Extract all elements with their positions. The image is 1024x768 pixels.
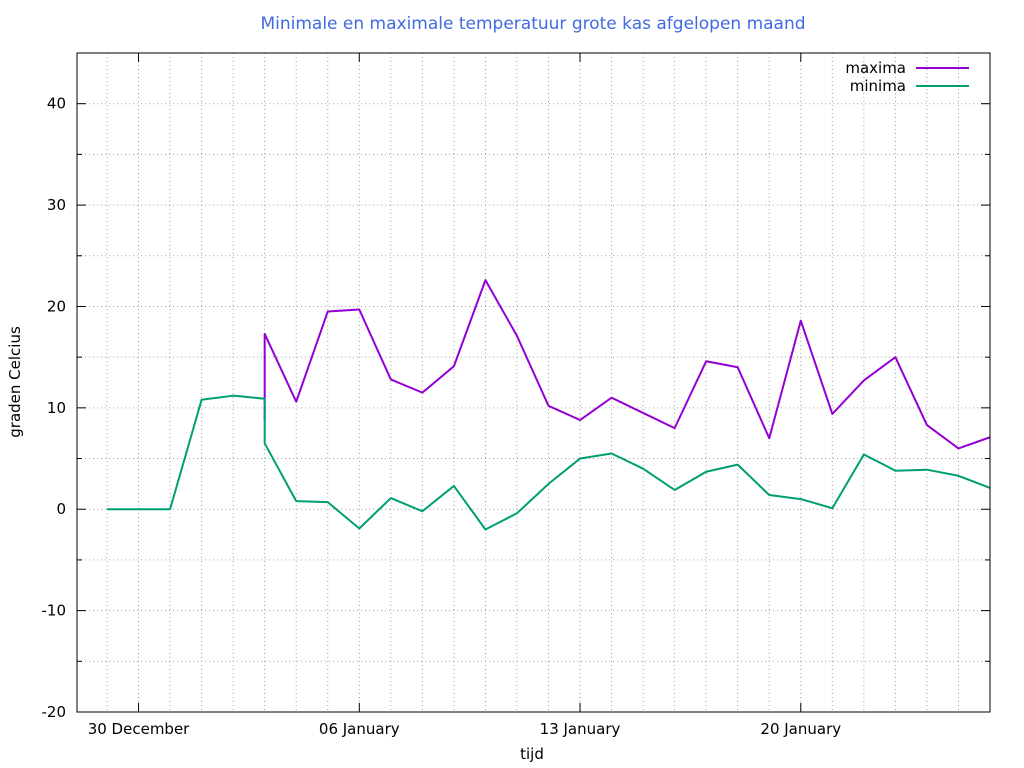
y-tick-label: 0 xyxy=(56,500,66,518)
grid-lines xyxy=(77,53,990,712)
y-tick-label: 40 xyxy=(47,95,66,113)
series-line-minima xyxy=(107,394,991,531)
y-tick-label: 10 xyxy=(47,399,66,417)
y-tick-label: 20 xyxy=(47,297,66,315)
series-lines xyxy=(107,279,991,531)
x-axis-label: tijd xyxy=(520,745,544,763)
series-line-maxima xyxy=(263,279,991,450)
x-tick-label: 30 December xyxy=(88,720,190,738)
chart-title: Minimale en maximale temperatuur grote k… xyxy=(260,14,805,34)
y-axis-label: graden Celcius xyxy=(6,326,24,438)
axis-ticks: -20 -10 0 10 20 30 40 30 December 06 January 13 J… xyxy=(42,53,990,738)
y-tick-label: -20 xyxy=(42,703,67,721)
y-tick-label: -10 xyxy=(42,602,67,620)
x-tick-label: 06 January xyxy=(319,720,400,738)
x-tick-label: 13 January xyxy=(540,720,621,738)
plot-border xyxy=(76,52,991,713)
legend-label-maxima: maxima xyxy=(845,59,906,77)
y-tick-label: 30 xyxy=(47,196,66,214)
x-tick-label: 20 January xyxy=(760,720,841,738)
legend-label-minima: minima xyxy=(850,77,906,95)
